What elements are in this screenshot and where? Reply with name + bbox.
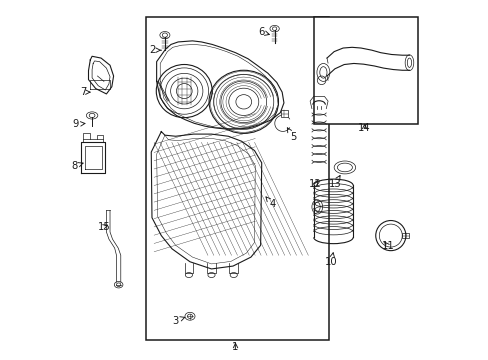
- Text: 11: 11: [381, 241, 393, 251]
- Text: 3: 3: [172, 316, 184, 325]
- Bar: [401, 233, 408, 238]
- Text: 10: 10: [325, 253, 337, 267]
- Text: 7: 7: [80, 87, 90, 97]
- Text: 1: 1: [232, 342, 238, 352]
- Text: 2: 2: [149, 45, 161, 55]
- Text: 13: 13: [328, 175, 341, 189]
- Text: 5: 5: [287, 128, 296, 142]
- Bar: [314, 17, 418, 125]
- Text: 4: 4: [265, 197, 275, 210]
- Bar: [145, 17, 328, 339]
- Text: 6: 6: [258, 27, 269, 37]
- Text: 14: 14: [358, 123, 370, 133]
- Bar: [281, 111, 287, 117]
- Text: 12: 12: [308, 179, 321, 189]
- Text: 9: 9: [72, 120, 85, 129]
- Text: 15: 15: [97, 222, 110, 231]
- Text: 8: 8: [71, 161, 83, 171]
